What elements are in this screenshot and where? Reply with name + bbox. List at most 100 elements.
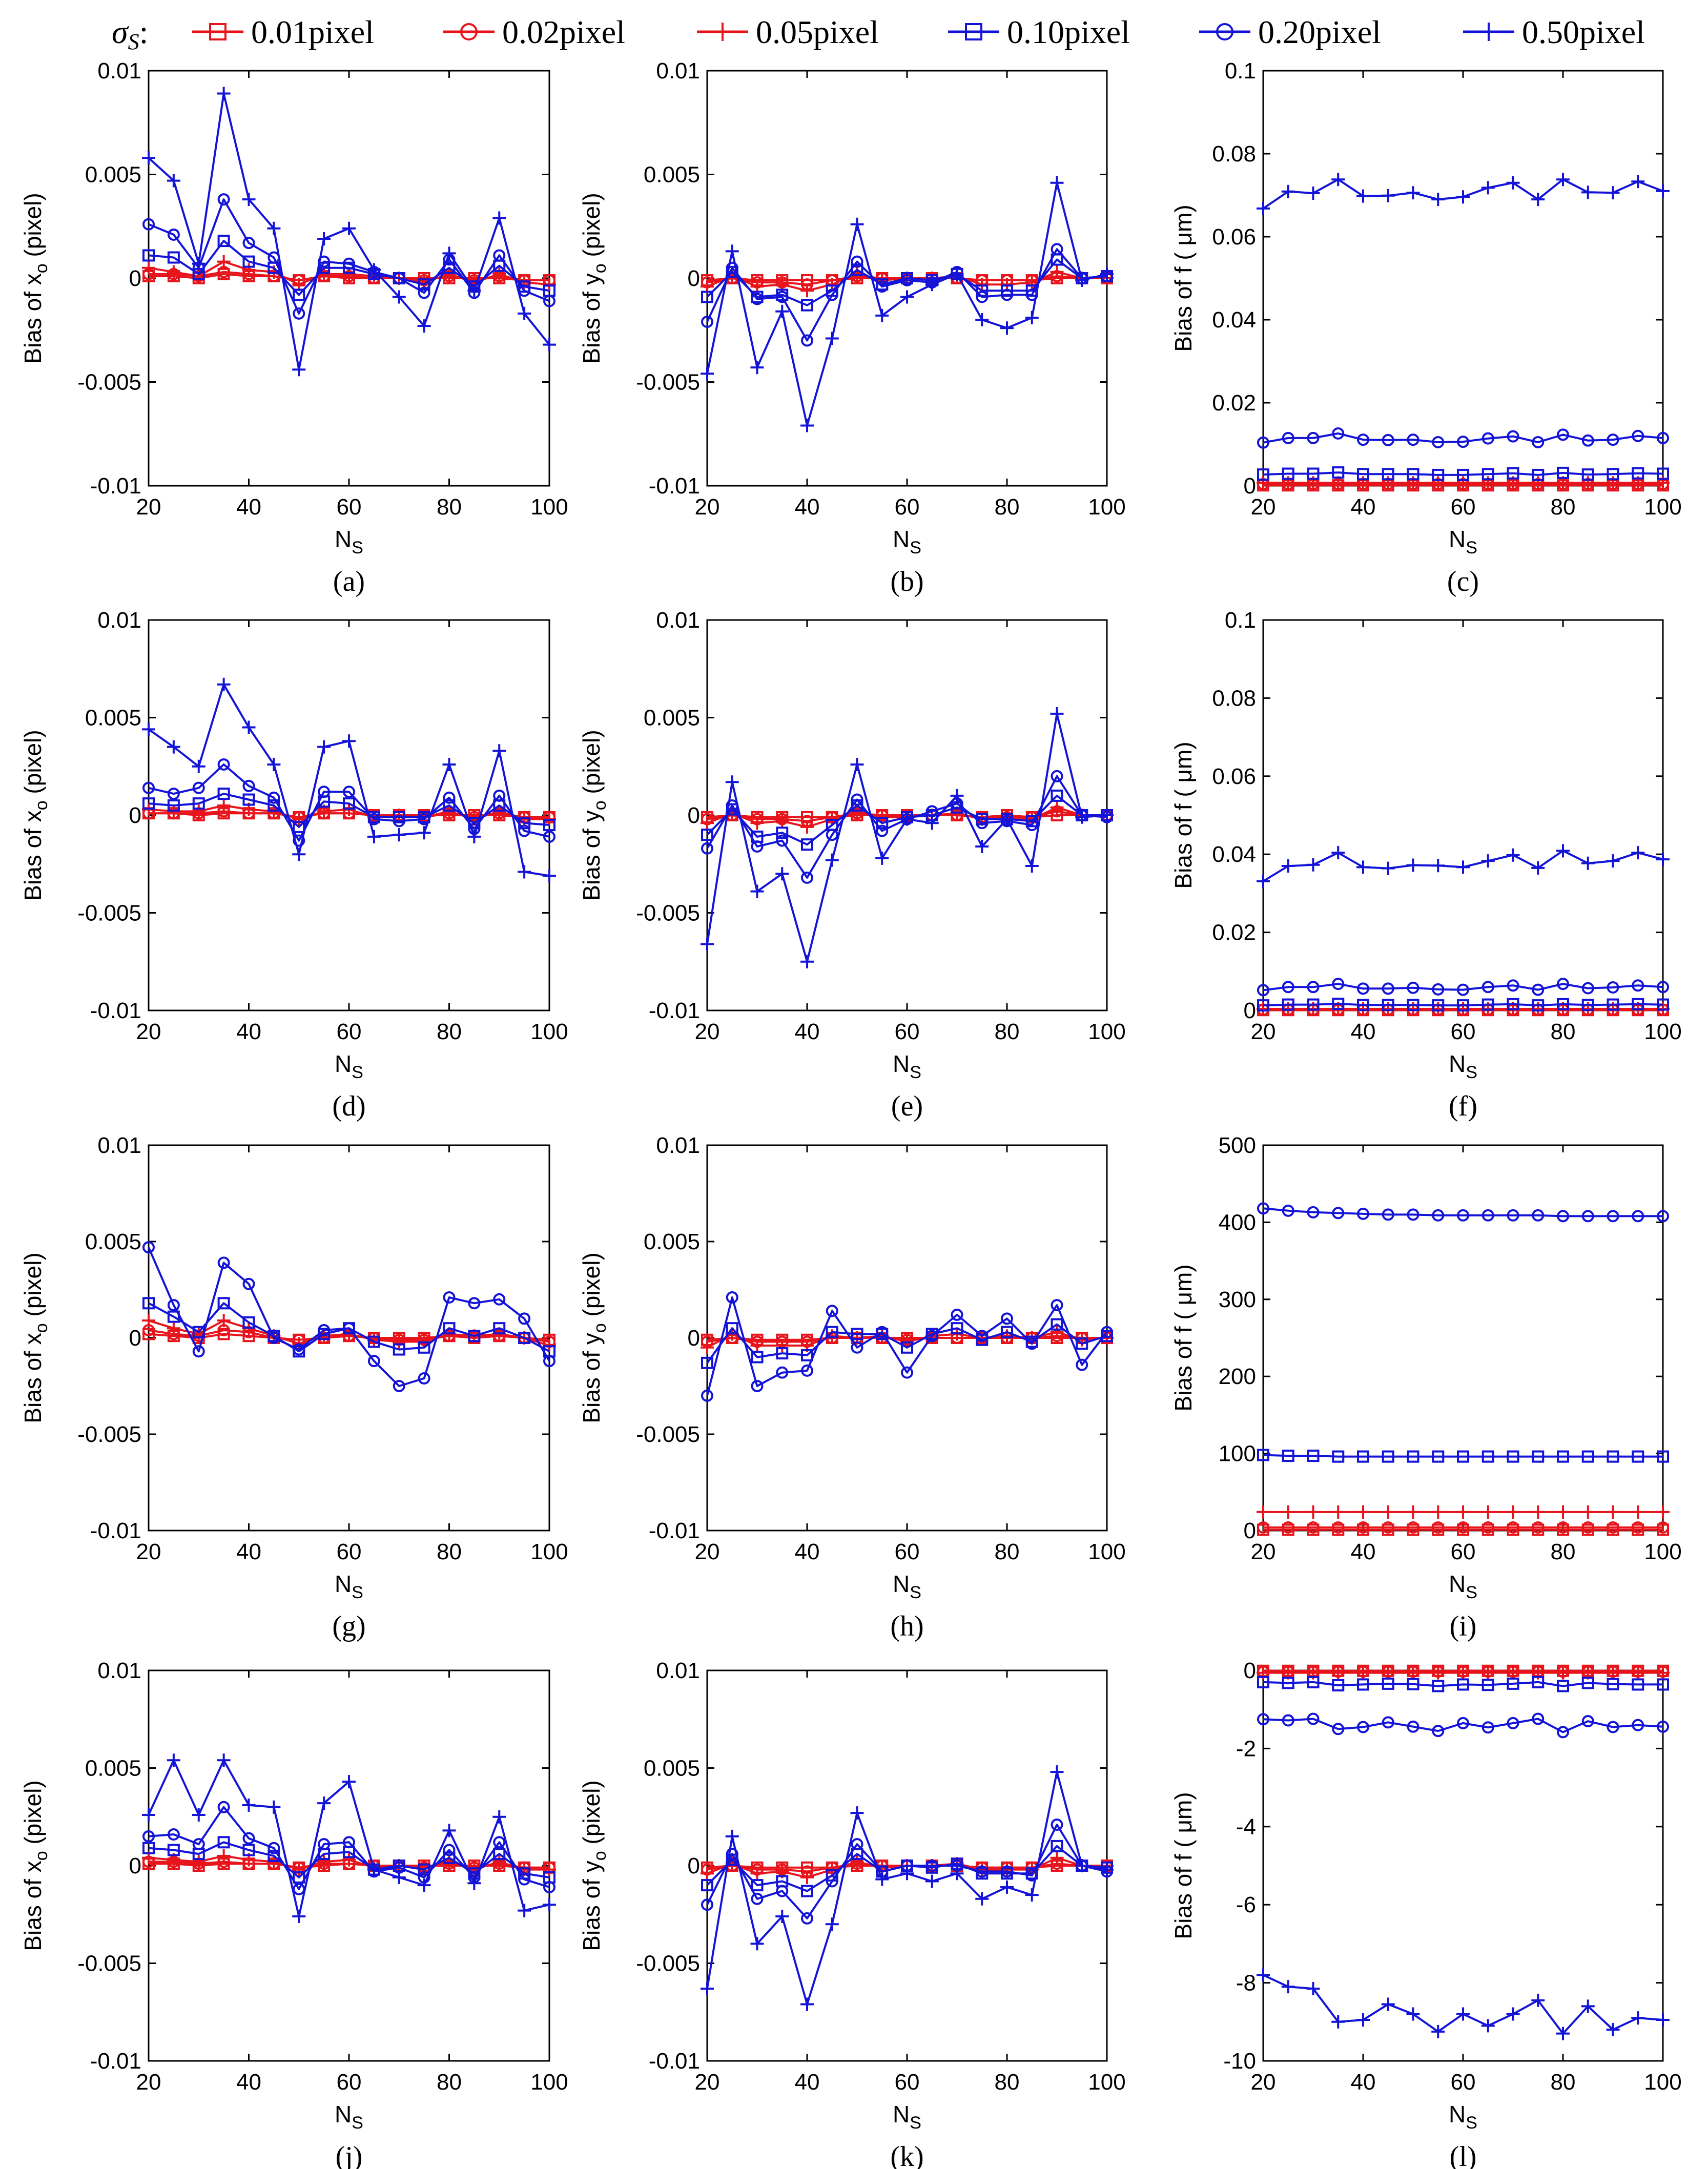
x-tick-label: 80 [995,1019,1020,1044]
data-point [751,1380,764,1392]
data-point [801,838,813,851]
panel-d: 20 40 60 80 100 -0.01 -0.005 0 0.005 0.01 NS Bias o… [19,608,568,1122]
x-tick-label: 60 [1451,494,1476,520]
x-tick-label: 100 [1088,2070,1125,2095]
x-tick-label: 20 [695,494,720,520]
data-point [1050,707,1064,720]
panel-caption: (g) [332,1610,365,1642]
data-point [1100,809,1114,822]
data-point [725,244,739,258]
data-point [1532,1450,1545,1463]
data-point [1050,1325,1064,1339]
data-point [1481,1505,1495,1519]
data-point [1456,476,1470,490]
data-point [217,1836,230,1849]
series-line [1263,1681,1663,1687]
y-tick-label: 0.005 [85,1756,141,1781]
y-tick-label: -0.005 [77,370,141,395]
series-line [148,763,550,842]
data-point [1632,429,1644,442]
data-point [1257,1676,1269,1688]
data-point [975,839,989,853]
data-point [217,1849,231,1863]
data-point [242,1832,255,1845]
panel-caption: (j) [336,2141,363,2169]
series-line [1263,1454,1663,1458]
data-point [1581,1999,1595,2013]
data-point [776,834,789,847]
data-point [775,867,789,881]
data-point [1000,1880,1014,1894]
data-point [925,1860,938,1872]
data-point [1507,1450,1519,1463]
data-point [826,829,838,841]
data-point [1431,476,1445,490]
data-point [701,937,714,951]
data-point [192,1808,205,1822]
data-point [1607,1678,1619,1690]
series-0.50pixel [142,87,556,377]
y-tick-label: -10 [1223,2049,1256,2074]
data-point [801,334,813,347]
data-point [1432,468,1445,481]
data-point [950,267,964,281]
data-point [167,1828,180,1841]
data-point [1657,467,1669,480]
x-tick-label: 20 [1251,2070,1276,2095]
data-point [267,1332,280,1344]
data-point [468,1330,481,1342]
series-group [1257,844,1670,1017]
data-point [825,332,839,345]
y-tick-label: -0.005 [636,901,700,926]
data-point [543,819,555,832]
data-point [1606,1505,1620,1519]
legend-label: 0.50pixel [1522,14,1645,50]
data-point [1050,1765,1064,1779]
data-point [1307,998,1320,1011]
legend-entry-0.50pixel: 0.50pixel [1463,14,1645,50]
x-tick-label: 100 [1088,494,1125,520]
data-point [1075,1859,1089,1872]
data-point [1050,1851,1064,1865]
data-point [1407,981,1419,994]
x-tick-label: 60 [337,494,362,520]
data-point [1307,981,1320,994]
legend-label: 0.01pixel [251,14,374,50]
data-point [1307,1676,1320,1688]
data-point [800,419,814,432]
data-point [1631,2011,1645,2025]
data-point [750,361,764,375]
data-point [775,304,789,318]
data-point [726,1291,738,1304]
data-point [1457,999,1469,1012]
data-point [750,1339,764,1353]
data-point [1407,1678,1419,1690]
data-point [1607,468,1619,481]
data-point [518,1312,531,1325]
data-point [851,1341,863,1354]
panel-caption: (b) [890,566,923,597]
data-point [192,1838,205,1851]
data-point [775,1910,789,1924]
y-tick-label: 0 [688,1326,700,1351]
y-tick-label: 400 [1219,1210,1256,1235]
data-point [1457,1450,1469,1463]
data-point [468,1297,481,1310]
legend-marker-plus [1479,23,1498,41]
data-point [801,1885,813,1897]
x-tick-label: 80 [437,494,462,520]
data-point [543,295,555,307]
data-point [1581,185,1595,199]
data-point [1001,1312,1013,1325]
data-point [1457,1521,1469,1534]
data-point [1357,1207,1369,1220]
data-point [1406,1505,1420,1519]
series-0.50pixel [701,176,1114,432]
data-point [1051,789,1063,802]
data-point [1306,1982,1320,1996]
data-point [142,1830,155,1843]
data-point [1581,1505,1595,1519]
data-point [1257,201,1270,215]
data-point [1556,1505,1570,1519]
x-tick-label: 100 [1088,1019,1125,1044]
